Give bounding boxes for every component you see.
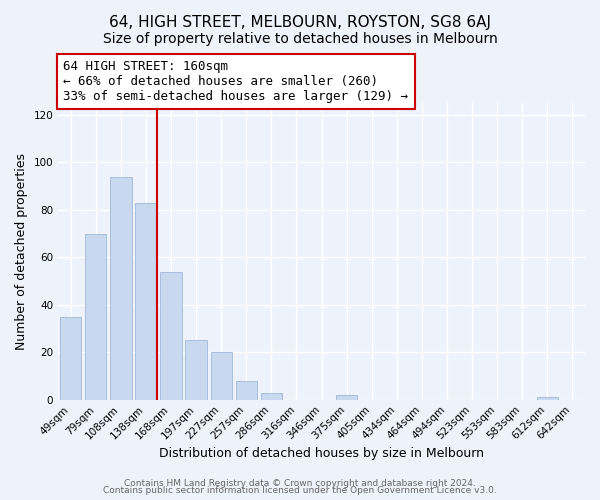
Bar [160,272,182,400]
Bar [110,176,131,400]
Bar [261,392,282,400]
Bar [236,380,257,400]
Text: 64 HIGH STREET: 160sqm
← 66% of detached houses are smaller (260)
33% of semi-de: 64 HIGH STREET: 160sqm ← 66% of detached… [64,60,409,103]
Y-axis label: Number of detached properties: Number of detached properties [15,153,28,350]
X-axis label: Distribution of detached houses by size in Melbourn: Distribution of detached houses by size … [159,447,484,460]
Bar [537,398,558,400]
Bar [85,234,106,400]
Text: 64, HIGH STREET, MELBOURN, ROYSTON, SG8 6AJ: 64, HIGH STREET, MELBOURN, ROYSTON, SG8 … [109,15,491,30]
Bar [336,395,358,400]
Text: Contains public sector information licensed under the Open Government Licence v3: Contains public sector information licen… [103,486,497,495]
Bar [136,202,157,400]
Bar [185,340,207,400]
Bar [60,316,82,400]
Bar [211,352,232,400]
Text: Contains HM Land Registry data © Crown copyright and database right 2024.: Contains HM Land Registry data © Crown c… [124,478,476,488]
Text: Size of property relative to detached houses in Melbourn: Size of property relative to detached ho… [103,32,497,46]
